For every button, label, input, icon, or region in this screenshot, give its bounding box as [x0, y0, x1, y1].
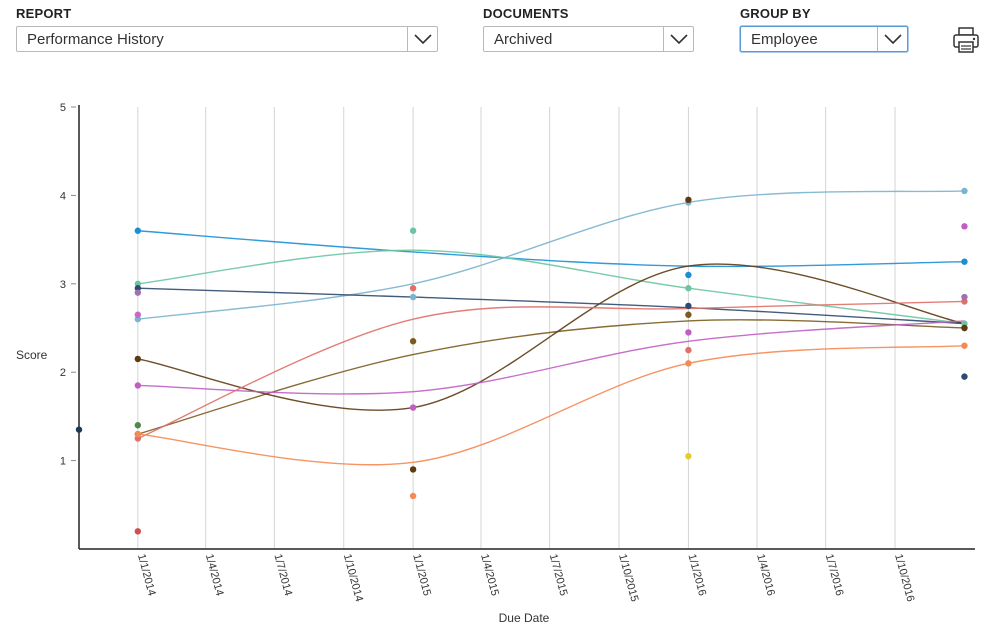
x-tick-label: 1/10/2016 [892, 553, 916, 603]
series-14-point [685, 452, 692, 460]
series-2-point [685, 271, 692, 279]
performance-chart: 1/1/2014 1/4/2014 1/7/2014 1/10/2014 1/1/201… [16, 102, 975, 625]
series-5-point [685, 311, 692, 318]
series-9-point [134, 430, 142, 438]
series-2-point [961, 258, 968, 265]
documents-select[interactable]: Archived [483, 26, 694, 52]
group-by-select[interactable]: Employee [740, 26, 908, 52]
x-tick-label: 1/4/2014 [203, 553, 226, 597]
series-6-point [134, 355, 142, 363]
series-12-point [134, 422, 142, 429]
y-axis-label: Score [16, 348, 48, 362]
x-tick-label: 1/10/2014 [341, 553, 365, 603]
group-by-label: GROUP BY [740, 6, 811, 21]
series-8-point [961, 298, 968, 305]
report-control: REPORT Performance History [16, 6, 438, 52]
series-4-point [961, 373, 968, 380]
report-select[interactable]: Performance History [16, 26, 438, 52]
series-5-trend-line [137, 319, 965, 435]
series-2-point [134, 227, 142, 234]
series-7-point [134, 382, 142, 389]
series-8-point [134, 435, 142, 442]
documents-control: DOCUMENTS Archived [483, 6, 694, 52]
series-9-point [685, 360, 692, 367]
x-axis-label: Due Date [499, 611, 550, 625]
series-6-point [409, 466, 417, 473]
series-13-point [134, 528, 142, 535]
series-6-point [685, 196, 692, 204]
x-tick-label: 1/7/2015 [547, 553, 570, 597]
axis-layer: 1/1/2014 1/4/2014 1/7/2014 1/10/2014 1/1/201… [60, 102, 975, 603]
series-9-point [409, 492, 417, 500]
series-4-point [685, 302, 692, 310]
x-tick-label: 1/7/2016 [823, 553, 846, 597]
series-1-trend-line [137, 190, 965, 320]
x-tick-label: 1/7/2014 [271, 553, 294, 597]
series-3-point [961, 320, 968, 327]
report-label: REPORT [16, 6, 72, 21]
series-9-trend-line [137, 344, 965, 466]
series-7-point [685, 329, 692, 336]
series-4-trend-line [137, 287, 965, 325]
series-10-point [961, 293, 968, 301]
series-3-point [685, 285, 692, 292]
series-3-point [409, 227, 417, 234]
y-tick-label: 3 [60, 279, 66, 291]
series-8-point [685, 346, 692, 354]
series-7-point [961, 223, 968, 230]
chevron-down-icon[interactable] [663, 27, 693, 51]
x-tick-label: 1/1/2014 [135, 553, 158, 597]
point-layer [75, 187, 968, 535]
series-1-point [409, 293, 417, 301]
group-by-control: GROUP BY Employee [740, 6, 908, 52]
series-10-point [134, 289, 142, 296]
series-6-trend-line [137, 263, 965, 411]
documents-select-value: Archived [494, 30, 553, 48]
y-tick-label: 2 [60, 367, 66, 379]
series-1-point [134, 315, 142, 323]
y-tick-label: 4 [60, 190, 66, 202]
series-7-point [409, 404, 417, 411]
series-6-point [961, 324, 968, 332]
x-tick-label: 1/1/2015 [410, 553, 433, 597]
grid-layer [137, 107, 896, 549]
series-1-point [961, 187, 968, 195]
series-15-point [75, 426, 83, 433]
chevron-down-icon[interactable] [877, 27, 907, 51]
y-tick-label: 5 [60, 102, 66, 114]
series-8-trend-line [137, 300, 965, 440]
group-by-select-value: Employee [751, 30, 818, 48]
printer-icon [953, 27, 979, 53]
x-tick-label: 1/1/2016 [686, 553, 709, 597]
y-tick-label: 1 [60, 456, 66, 468]
documents-label: DOCUMENTS [483, 6, 569, 21]
series-9-point [961, 342, 968, 349]
x-tick-label: 1/10/2015 [616, 553, 640, 603]
series-3-point [134, 280, 142, 287]
trend-layer [137, 190, 965, 466]
series-2-trend-line [137, 230, 965, 268]
x-tick-label: 1/4/2016 [754, 553, 777, 597]
series-8-point [409, 285, 417, 292]
series-4-point [134, 285, 142, 292]
print-button[interactable] [950, 24, 982, 56]
series-3-trend-line [137, 249, 965, 325]
x-tick-label: 1/4/2015 [478, 553, 501, 597]
series-7-trend-line [137, 320, 965, 395]
chevron-down-icon[interactable] [407, 27, 437, 51]
series-5-point [409, 338, 417, 345]
series-11-point [134, 311, 142, 318]
report-select-value: Performance History [27, 30, 164, 48]
